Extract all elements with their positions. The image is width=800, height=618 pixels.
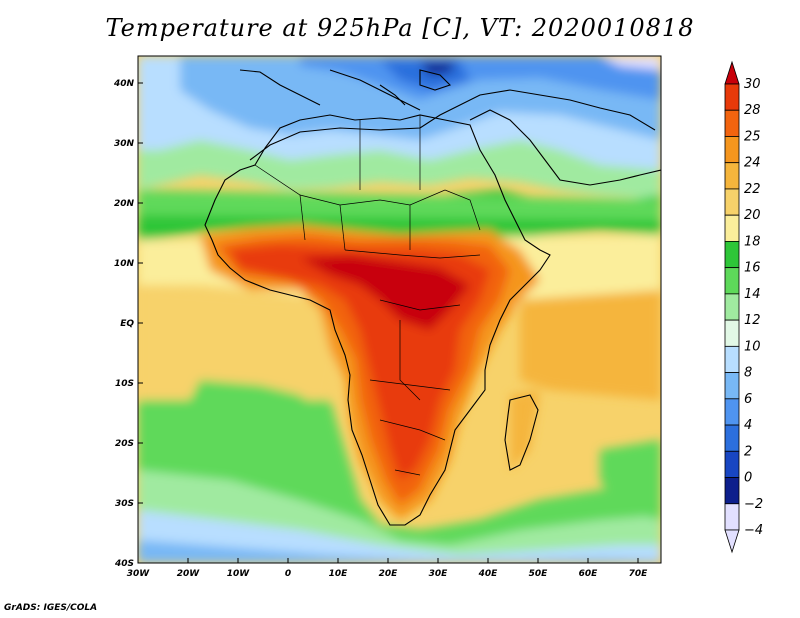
lat-label: 40N	[113, 79, 135, 89]
lat-label: 20N	[114, 199, 135, 209]
colorbar-label: −4	[744, 523, 763, 538]
colorbar-label: 14	[744, 287, 761, 302]
lon-label: 40E	[478, 569, 499, 579]
country-borders	[254, 115, 481, 476]
lon-label: 10E	[329, 569, 349, 579]
longitude-axis: 30W 20W 10W 0 10E 20E 30E 40E 50E 60E 70E	[127, 558, 648, 579]
colorbar-label: 30	[744, 77, 761, 92]
lat-label: 10S	[115, 379, 134, 389]
latitude-axis: 40N 30N 20N 10N EQ 10S 20S 30S 40S	[113, 79, 143, 569]
lon-label: 50E	[529, 569, 549, 579]
colorbar-label: 8	[744, 366, 752, 381]
lon-label: 20W	[177, 569, 201, 579]
colorbar-segment	[724, 188, 740, 216]
colorbar-top-arrow	[724, 60, 740, 85]
lon-label: 60E	[579, 569, 599, 579]
lat-label: EQ	[120, 319, 134, 329]
lat-label: 40S	[114, 559, 134, 569]
lat-label: 30S	[115, 499, 134, 509]
colorbar-label: 20	[744, 208, 761, 223]
temperature-field	[138, 56, 661, 563]
map-frame	[137, 55, 662, 564]
colorbar-label: 18	[744, 234, 761, 249]
colorbar-segment	[724, 503, 740, 531]
colorbar-label: 12	[744, 313, 761, 328]
lat-label: 20S	[115, 439, 134, 449]
colorbar-label: 4	[744, 418, 752, 433]
lon-label: 10W	[227, 569, 251, 579]
colorbar-label: 2	[744, 444, 752, 459]
lon-label: 30W	[127, 569, 151, 579]
colorbar-segment	[724, 83, 740, 111]
colorbar-label: 28	[744, 103, 761, 118]
colorbar-label: 0	[744, 471, 752, 486]
grads-credit: GrADS: IGES/COLA	[4, 603, 98, 613]
colorbar-segment	[724, 450, 740, 478]
lon-label: 30E	[429, 569, 449, 579]
colorbar-label: 16	[744, 261, 761, 276]
colorbar-segment	[724, 372, 740, 400]
lon-label: 0	[285, 569, 291, 579]
coastlines	[204, 69, 661, 526]
colorbar-label: 6	[744, 392, 752, 407]
colorbar-label: 10	[744, 339, 761, 354]
colorbar-segment	[724, 267, 740, 295]
colorbar-segment	[724, 214, 740, 242]
lat-label: 30N	[114, 139, 135, 149]
lat-label: 10N	[114, 259, 135, 269]
colorbar-segment	[724, 136, 740, 164]
colorbar-segment	[724, 162, 740, 190]
colorbar-segment	[724, 398, 740, 426]
colorbar-segment	[724, 477, 740, 505]
map-title: Temperature at 925hPa [C], VT: 202001081…	[105, 14, 695, 42]
colorbar-segment	[724, 241, 740, 269]
colorbar-segment	[724, 293, 740, 321]
lon-label: 70E	[629, 569, 649, 579]
colorbar-segment	[724, 319, 740, 347]
lon-label: 20E	[379, 569, 399, 579]
colorbar-segment	[724, 109, 740, 137]
colorbar-label: 24	[744, 156, 761, 171]
colorbar-segment	[724, 345, 740, 373]
colorbar-segment	[724, 424, 740, 452]
colorbar-label: 25	[744, 129, 761, 144]
colorbar-label: −2	[744, 497, 763, 512]
colorbar-label: 22	[744, 182, 761, 197]
colorbar-bottom-arrow	[724, 529, 740, 554]
